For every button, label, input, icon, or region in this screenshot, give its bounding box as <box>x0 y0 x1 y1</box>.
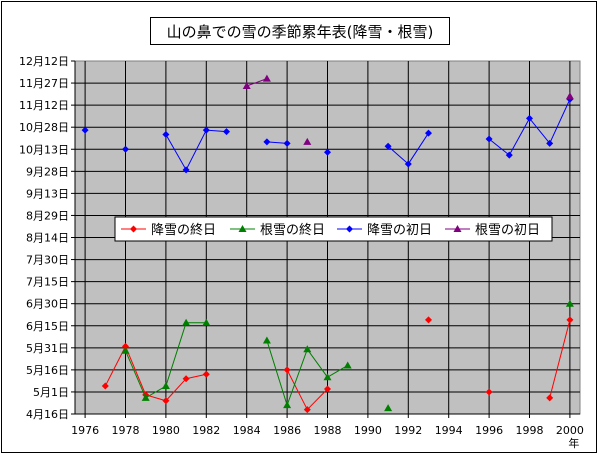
data-point <box>425 316 432 324</box>
data-point <box>161 382 170 390</box>
y-tick-label: 6月15日 <box>26 320 69 333</box>
data-point <box>122 342 129 350</box>
series-3 <box>81 95 574 174</box>
x-tick-label: 1976 <box>71 424 99 437</box>
data-point <box>182 375 190 383</box>
y-tick-label: 5月31日 <box>26 342 69 355</box>
data-point <box>263 138 271 146</box>
legend-label: 根雪の終日 <box>260 222 325 238</box>
data-point <box>162 397 170 405</box>
x-tick-label: 2000 <box>556 424 584 437</box>
chart-title: 山の鼻での雪の季節累年表(降雪・根雪) <box>150 17 450 45</box>
data-point <box>141 393 150 401</box>
data-point <box>121 346 130 354</box>
data-point <box>122 145 129 153</box>
data-point <box>283 139 291 147</box>
legend-label: 根雪の初日 <box>475 223 540 238</box>
legend-label: 降雪の初日 <box>367 223 432 238</box>
x-tick-label: 1978 <box>112 424 140 437</box>
series-layer <box>81 74 574 414</box>
legend-swatch-marker <box>238 225 247 232</box>
y-tick-label: 6月30日 <box>26 298 69 311</box>
data-point <box>202 318 211 326</box>
data-point <box>485 388 493 396</box>
data-point <box>242 82 251 90</box>
y-tick-label: 11月27日 <box>19 77 69 90</box>
x-tick-label: 1980 <box>152 424 180 437</box>
data-point <box>303 345 312 353</box>
data-point <box>202 370 210 378</box>
legend-swatch-marker <box>453 225 462 232</box>
y-tick-label: 12月12日 <box>19 55 69 68</box>
x-tick-label: 1988 <box>314 424 342 437</box>
data-point <box>343 361 352 369</box>
data-point <box>384 404 393 412</box>
axes: 4月16日 5月1日 5月16日 5月31日 6月15日 6月30日 7月15日 7月30日 8… <box>19 55 584 450</box>
y-tick-label: 8月14日 <box>26 232 69 245</box>
data-point <box>182 318 191 326</box>
data-point <box>81 126 89 134</box>
data-point <box>283 366 291 374</box>
legend-label: 降雪の終日 <box>151 222 216 238</box>
data-point <box>505 151 513 159</box>
data-point <box>182 166 190 174</box>
legend-swatch-marker <box>346 225 353 233</box>
data-point <box>565 299 574 307</box>
legend-swatch-marker <box>130 225 137 233</box>
series-2 <box>121 299 574 412</box>
y-tick-label: 7月15日 <box>26 276 69 289</box>
y-tick-label: 9月13日 <box>26 187 69 200</box>
x-tick-label: 1998 <box>516 424 544 437</box>
data-point <box>324 148 331 156</box>
data-point <box>425 129 432 137</box>
series-line <box>246 78 268 87</box>
data-point <box>202 126 210 134</box>
data-point <box>526 114 533 122</box>
series-line <box>549 319 571 398</box>
x-tick-label: 1992 <box>394 424 422 437</box>
y-tick-label: 7月30日 <box>26 254 69 267</box>
y-tick-label: 8月29日 <box>26 209 69 222</box>
data-point <box>162 131 170 139</box>
data-point <box>546 394 554 402</box>
data-point <box>262 336 271 344</box>
data-point <box>324 385 331 393</box>
series-line <box>266 141 288 144</box>
legend-box <box>114 216 553 242</box>
y-tick-label: 5月1日 <box>33 386 69 399</box>
y-tick-label: 10月28日 <box>19 121 69 134</box>
data-point <box>384 142 392 150</box>
y-tick-label: 10月13日 <box>19 143 69 156</box>
data-point <box>223 128 230 136</box>
x-tick-label: 1986 <box>273 424 301 437</box>
data-point <box>565 92 574 100</box>
y-tick-label: 9月28日 <box>26 165 69 178</box>
data-point <box>101 382 109 390</box>
x-unit-label: 年 <box>568 436 579 450</box>
legend: 降雪の終日 根雪の終日 降雪の初日 根雪の初日 <box>114 216 553 242</box>
series-line <box>165 129 227 171</box>
data-point <box>546 139 554 147</box>
y-tick-label: 5月16日 <box>26 364 69 377</box>
data-point <box>303 406 311 414</box>
x-tick-label: 1990 <box>354 424 382 437</box>
x-tick-label: 1996 <box>475 424 503 437</box>
x-tick-label: 1984 <box>233 424 261 437</box>
data-point <box>303 137 312 145</box>
x-tick-label: 1982 <box>192 424 220 437</box>
y-tick-label: 11月12日 <box>19 99 69 112</box>
series-4 <box>242 74 574 145</box>
data-point <box>262 74 271 82</box>
data-point <box>283 401 292 409</box>
data-point <box>485 135 493 143</box>
y-tick-label: 4月16日 <box>26 408 69 421</box>
data-point <box>404 160 412 168</box>
data-point <box>566 316 574 324</box>
x-tick-label: 1994 <box>435 424 463 437</box>
data-point <box>323 373 332 381</box>
